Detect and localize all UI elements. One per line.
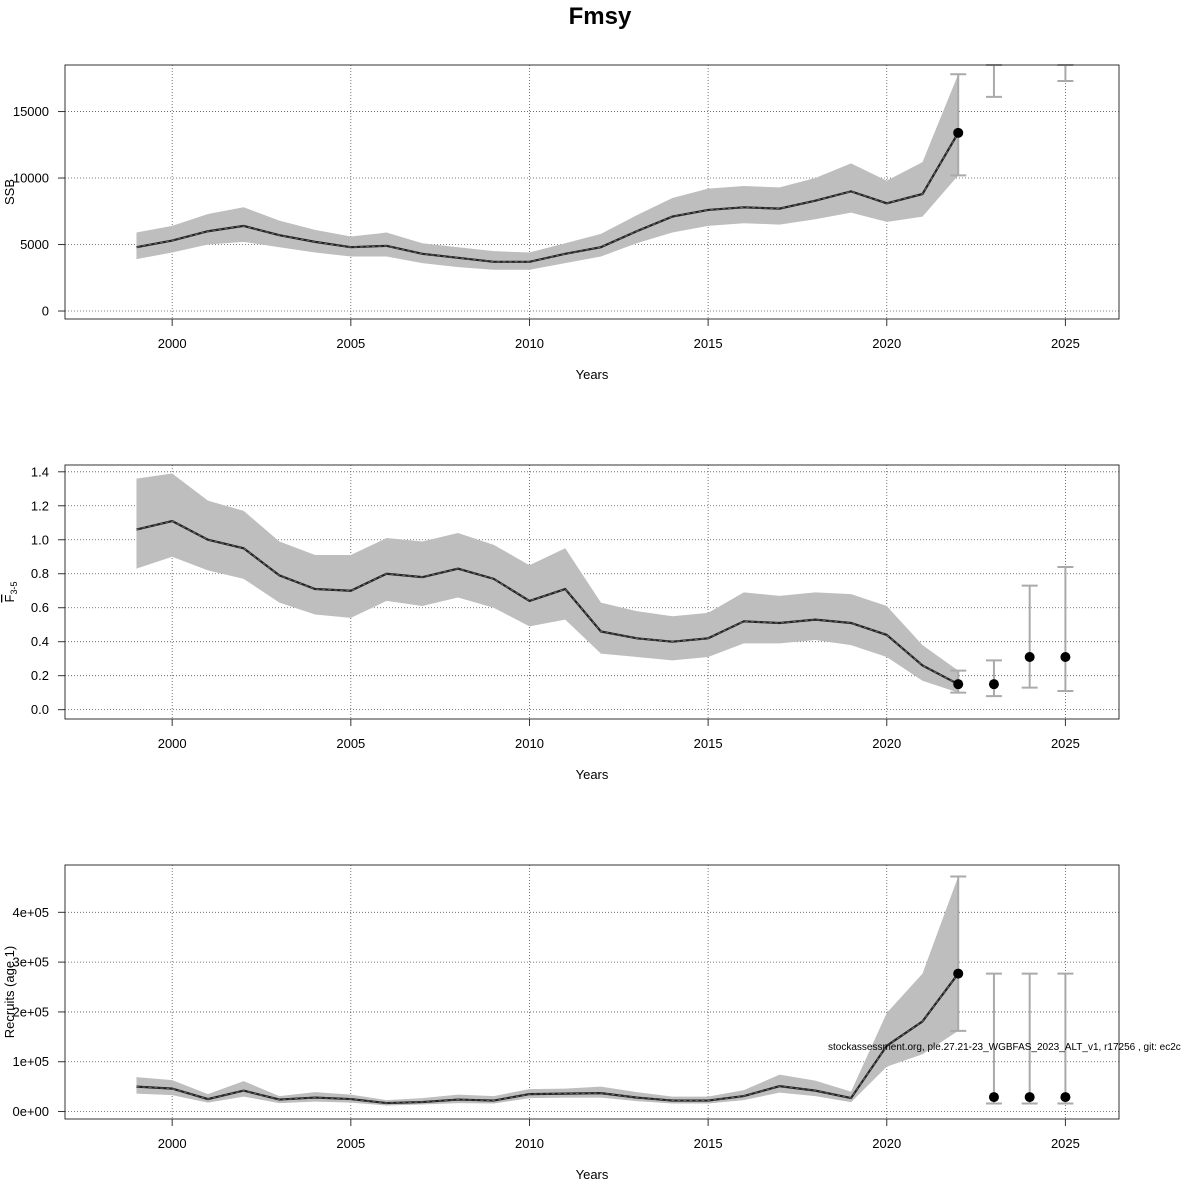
y-tick-label: 0.8	[31, 566, 49, 581]
x-tick-label: 2025	[1051, 1136, 1080, 1151]
data-point	[953, 127, 964, 138]
y-tick-label: 0e+00	[12, 1104, 49, 1119]
data-point	[1024, 1092, 1035, 1103]
panel-3: 2000 2005 2010 2015 2020 2025 0e+00 1e+05 2e+05 3…	[2, 864, 1120, 1182]
x-tick-label: 2005	[336, 736, 365, 751]
x-tick-label: 2000	[158, 736, 187, 751]
y-tick-label: 1.4	[31, 464, 49, 479]
data-point	[1024, 651, 1035, 662]
x-tick-label: 2025	[1051, 736, 1080, 751]
x-tick-label: 2020	[872, 1136, 901, 1151]
plot-frame	[64, 64, 1120, 320]
y-axis-title: SSB	[2, 179, 17, 205]
panels: 2000 2005 2010 2015 2020 2025 0 5000 10000 15000 Y…	[2, 64, 1120, 1182]
x-axis-title: Years	[576, 767, 609, 782]
y-tick-label: 1.2	[31, 498, 49, 513]
y-tick-label: 0	[42, 304, 49, 319]
x-tick-label: 2025	[1051, 336, 1080, 351]
x-tick-label: 2015	[694, 1136, 723, 1151]
confidence-band	[136, 473, 959, 693]
panel-1: 2000 2005 2010 2015 2020 2025 0 5000 10000 15000 Y…	[2, 64, 1120, 382]
y-tick-label: 0.6	[31, 600, 49, 615]
x-axis-title: Years	[576, 1167, 609, 1182]
x-tick-label: 2015	[694, 736, 723, 751]
x-tick-label: 2015	[694, 336, 723, 351]
y-axis-title-main: F	[2, 594, 17, 602]
chart-title: Fmsy	[569, 3, 632, 30]
panel-2: 2000 2005 2010 2015 2020 2025 0.0 0.2 0.4 0.6 0.8 1…	[2, 464, 1120, 782]
confidence-band	[136, 876, 959, 1106]
x-tick-label: 2010	[515, 1136, 544, 1151]
x-tick-label: 2005	[336, 1136, 365, 1151]
x-tick-label: 2010	[515, 336, 544, 351]
data-point	[988, 1092, 999, 1103]
y-tick-label: 0.2	[31, 668, 49, 683]
y-axis-title: Recruits (age 1)	[2, 946, 17, 1038]
estimate-line-dash	[136, 973, 959, 1104]
y-tick-label: 1e+05	[12, 1054, 49, 1069]
y-tick-label: 15000	[13, 104, 49, 119]
y-axis-title: F3-5	[2, 582, 19, 603]
x-tick-label: 2005	[336, 336, 365, 351]
data-point	[1060, 651, 1071, 662]
x-tick-label: 2000	[158, 1136, 187, 1151]
data-point	[953, 679, 964, 690]
footnote: stockassessment.org, ple.27.21-23_WGBFAS…	[828, 1042, 1181, 1053]
data-point	[953, 968, 964, 979]
estimate-line-dash	[136, 132, 959, 263]
x-tick-label: 2010	[515, 736, 544, 751]
confidence-band	[136, 74, 959, 270]
x-tick-label: 2020	[872, 336, 901, 351]
y-tick-label: 4e+05	[12, 905, 49, 920]
plot-frame	[64, 864, 1120, 1120]
x-axis-title: Years	[576, 367, 609, 382]
data-point	[1060, 1092, 1071, 1103]
y-tick-label: 2e+05	[12, 1004, 49, 1019]
x-tick-label: 2000	[158, 336, 187, 351]
y-axis-title-sub: 3-5	[9, 582, 19, 595]
x-tick-label: 2020	[872, 736, 901, 751]
y-tick-label: 5000	[20, 237, 49, 252]
estimate-line-dash	[136, 520, 959, 685]
y-tick-label: 0.0	[31, 702, 49, 717]
y-tick-label: 0.4	[31, 634, 49, 649]
y-tick-label: 1.0	[31, 532, 49, 547]
estimate-line	[136, 972, 960, 1105]
data-point	[988, 679, 999, 690]
plot-frame	[64, 464, 1120, 720]
y-tick-label: 3e+05	[12, 955, 49, 970]
y-tick-label: 10000	[13, 171, 49, 186]
